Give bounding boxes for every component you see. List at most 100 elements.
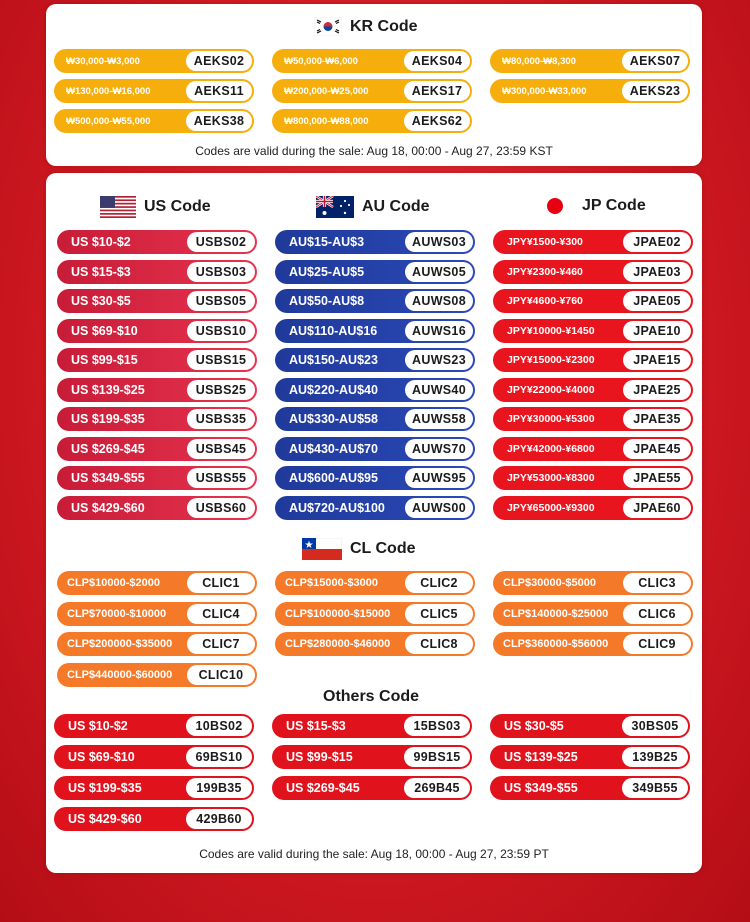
jp-code-pill[interactable]: JPY¥4600-¥760 JPAE05 [493, 289, 693, 313]
coupon-code-label[interactable]: AEKS07 [622, 51, 688, 71]
coupon-code-label[interactable]: 349B55 [622, 778, 688, 798]
us-code-pill[interactable]: US $269-$45 USBS45 [57, 436, 257, 461]
us-code-pill[interactable]: US $30-$5 USBS05 [57, 289, 257, 313]
coupon-code-label[interactable]: AEKS11 [186, 81, 252, 101]
jp-code-pill[interactable]: JPY¥22000-¥4000 JPAE25 [493, 377, 693, 402]
coupon-code-label[interactable]: AUWS16 [405, 320, 473, 341]
cl-code-pill[interactable]: CLP$70000-$10000 CLIC4 [57, 601, 257, 626]
coupon-code-label[interactable]: 99BS15 [404, 747, 470, 767]
au-code-pill[interactable]: AU$330-AU$58 AUWS58 [275, 407, 475, 431]
cl-code-pill[interactable]: CLP$15000-$3000 CLIC2 [275, 571, 475, 595]
us-code-pill[interactable]: US $69-$10 USBS10 [57, 318, 257, 343]
coupon-code-label[interactable]: AEKS17 [404, 81, 470, 101]
coupon-code-label[interactable]: AUWS00 [405, 497, 473, 518]
coupon-code-label[interactable]: AEKS62 [404, 111, 470, 131]
cl-code-pill[interactable]: CLP$140000-$25000 CLIC6 [493, 601, 693, 626]
cl-code-pill[interactable]: CLP$30000-$5000 CLIC3 [493, 571, 693, 595]
us-code-pill[interactable]: US $199-$35 USBS35 [57, 407, 257, 431]
us-code-pill[interactable]: US $429-$60 USBS60 [57, 495, 257, 520]
coupon-code-label[interactable]: CLIC1 [187, 573, 255, 593]
kr-code-pill[interactable]: ₩800,000-₩88,000 AEKS62 [272, 109, 472, 133]
us-code-pill[interactable]: US $10-$2 USBS02 [57, 230, 257, 254]
au-code-pill[interactable]: AU$15-AU$3 AUWS03 [275, 230, 475, 254]
coupon-code-label[interactable]: AEKS23 [622, 81, 688, 101]
us-code-pill[interactable]: US $349-$55 USBS55 [57, 466, 257, 490]
au-code-pill[interactable]: AU$50-AU$8 AUWS08 [275, 289, 475, 313]
coupon-code-label[interactable]: JPAE55 [623, 468, 691, 488]
kr-code-pill[interactable]: ₩200,000-₩25,000 AEKS17 [272, 79, 472, 103]
cl-code-pill[interactable]: CLP$200000-$35000 CLIC7 [57, 632, 257, 656]
coupon-code-label[interactable]: AUWS23 [405, 350, 473, 370]
others-code-pill[interactable]: US $139-$25 139B25 [490, 745, 690, 769]
coupon-code-label[interactable]: USBS25 [187, 379, 255, 400]
coupon-code-label[interactable]: USBS35 [187, 409, 255, 429]
coupon-code-label[interactable]: JPAE35 [623, 409, 691, 429]
coupon-code-label[interactable]: 30BS05 [622, 716, 688, 736]
others-code-pill[interactable]: US $15-$3 15BS03 [272, 714, 472, 738]
kr-code-pill[interactable]: ₩130,000-₩16,000 AEKS11 [54, 79, 254, 103]
jp-code-pill[interactable]: JPY¥65000-¥9300 JPAE60 [493, 495, 693, 520]
coupon-code-label[interactable]: JPAE15 [623, 350, 691, 370]
cl-code-pill[interactable]: CLP$10000-$2000 CLIC1 [57, 571, 257, 595]
au-code-pill[interactable]: AU$720-AU$100 AUWS00 [275, 495, 475, 520]
coupon-code-label[interactable]: CLIC3 [623, 573, 691, 593]
coupon-code-label[interactable]: CLIC8 [405, 634, 473, 654]
au-code-pill[interactable]: AU$600-AU$95 AUWS95 [275, 466, 475, 490]
coupon-code-label[interactable]: CLIC9 [623, 634, 691, 654]
coupon-code-label[interactable]: AEKS38 [186, 111, 252, 131]
coupon-code-label[interactable]: CLIC6 [623, 603, 691, 624]
coupon-code-label[interactable]: JPAE02 [623, 232, 691, 252]
others-code-pill[interactable]: US $69-$10 69BS10 [54, 745, 254, 769]
coupon-code-label[interactable]: AUWS58 [405, 409, 473, 429]
coupon-code-label[interactable]: JPAE05 [623, 291, 691, 311]
coupon-code-label[interactable]: USBS02 [187, 232, 255, 252]
cl-code-pill[interactable]: CLP$280000-$46000 CLIC8 [275, 632, 475, 656]
coupon-code-label[interactable]: JPAE25 [623, 379, 691, 400]
coupon-code-label[interactable]: 15BS03 [404, 716, 470, 736]
coupon-code-label[interactable]: USBS10 [187, 320, 255, 341]
coupon-code-label[interactable]: JPAE10 [623, 320, 691, 341]
us-code-pill[interactable]: US $99-$15 USBS15 [57, 348, 257, 372]
coupon-code-label[interactable]: 429B60 [186, 809, 252, 829]
au-code-pill[interactable]: AU$430-AU$70 AUWS70 [275, 436, 475, 461]
jp-code-pill[interactable]: JPY¥1500-¥300 JPAE02 [493, 230, 693, 254]
coupon-code-label[interactable]: USBS60 [187, 497, 255, 518]
cl-code-pill[interactable]: CLP$100000-$15000 CLIC5 [275, 601, 475, 626]
coupon-code-label[interactable]: CLIC5 [405, 603, 473, 624]
us-code-pill[interactable]: US $15-$3 USBS03 [57, 259, 257, 284]
coupon-code-label[interactable]: USBS03 [187, 261, 255, 282]
coupon-code-label[interactable]: USBS15 [187, 350, 255, 370]
coupon-code-label[interactable]: CLIC4 [187, 603, 255, 624]
coupon-code-label[interactable]: AUWS03 [405, 232, 473, 252]
coupon-code-label[interactable]: 10BS02 [186, 716, 252, 736]
au-code-pill[interactable]: AU$220-AU$40 AUWS40 [275, 377, 475, 402]
coupon-code-label[interactable]: 199B35 [186, 778, 252, 798]
coupon-code-label[interactable]: 269B45 [404, 778, 470, 798]
others-code-pill[interactable]: US $10-$2 10BS02 [54, 714, 254, 738]
cl-code-pill[interactable]: CLP$360000-$56000 CLIC9 [493, 632, 693, 656]
kr-code-pill[interactable]: ₩50,000-₩6,000 AEKS04 [272, 49, 472, 73]
coupon-code-label[interactable]: AEKS02 [186, 51, 252, 71]
jp-code-pill[interactable]: JPY¥2300-¥460 JPAE03 [493, 259, 693, 284]
coupon-code-label[interactable]: AUWS70 [405, 438, 473, 459]
coupon-code-label[interactable]: JPAE45 [623, 438, 691, 459]
us-code-pill[interactable]: US $139-$25 USBS25 [57, 377, 257, 402]
kr-code-pill[interactable]: ₩30,000-₩3,000 AEKS02 [54, 49, 254, 73]
kr-code-pill[interactable]: ₩80,000-₩8,300 AEKS07 [490, 49, 690, 73]
kr-code-pill[interactable]: ₩300,000-₩33,000 AEKS23 [490, 79, 690, 103]
au-code-pill[interactable]: AU$150-AU$23 AUWS23 [275, 348, 475, 372]
jp-code-pill[interactable]: JPY¥15000-¥2300 JPAE15 [493, 348, 693, 372]
cl-code-pill[interactable]: CLP$440000-$60000 CLIC10 [57, 662, 257, 687]
coupon-code-label[interactable]: USBS45 [187, 438, 255, 459]
coupon-code-label[interactable]: 139B25 [622, 747, 688, 767]
coupon-code-label[interactable]: AEKS04 [404, 51, 470, 71]
au-code-pill[interactable]: AU$25-AU$5 AUWS05 [275, 259, 475, 284]
coupon-code-label[interactable]: JPAE03 [623, 261, 691, 282]
au-code-pill[interactable]: AU$110-AU$16 AUWS16 [275, 318, 475, 343]
others-code-pill[interactable]: US $99-$15 99BS15 [272, 745, 472, 769]
coupon-code-label[interactable]: CLIC7 [187, 634, 255, 654]
coupon-code-label[interactable]: CLIC2 [405, 573, 473, 593]
jp-code-pill[interactable]: JPY¥10000-¥1450 JPAE10 [493, 318, 693, 343]
coupon-code-label[interactable]: 69BS10 [186, 747, 252, 767]
jp-code-pill[interactable]: JPY¥42000-¥6800 JPAE45 [493, 436, 693, 461]
